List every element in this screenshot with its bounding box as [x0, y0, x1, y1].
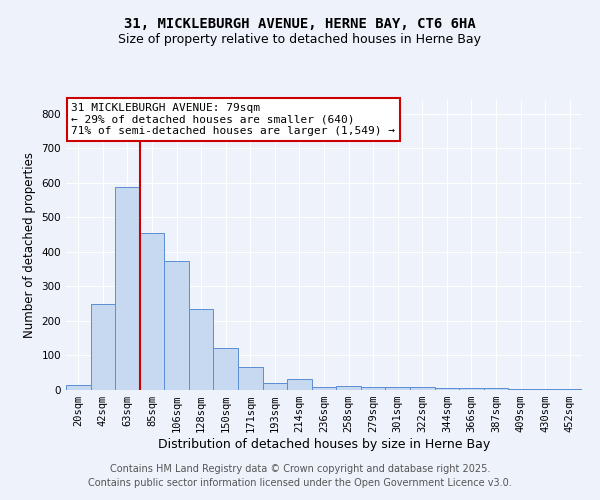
- Bar: [336, 386, 361, 390]
- Text: 31 MICKLEBURGH AVENUE: 79sqm
← 29% of detached houses are smaller (640)
71% of s: 31 MICKLEBURGH AVENUE: 79sqm ← 29% of de…: [71, 103, 395, 136]
- Bar: [66, 385, 91, 390]
- Bar: [214, 348, 238, 390]
- Bar: [484, 388, 508, 390]
- Bar: [189, 309, 214, 390]
- Bar: [115, 187, 140, 390]
- Bar: [410, 386, 434, 390]
- Text: Contains HM Land Registry data © Crown copyright and database right 2025.
Contai: Contains HM Land Registry data © Crown c…: [88, 464, 512, 487]
- Bar: [434, 388, 459, 390]
- Bar: [459, 388, 484, 390]
- Text: 31, MICKLEBURGH AVENUE, HERNE BAY, CT6 6HA: 31, MICKLEBURGH AVENUE, HERNE BAY, CT6 6…: [124, 18, 476, 32]
- Bar: [312, 386, 336, 390]
- Bar: [361, 386, 385, 390]
- Y-axis label: Number of detached properties: Number of detached properties: [23, 152, 36, 338]
- Bar: [164, 260, 189, 390]
- Bar: [263, 383, 287, 390]
- Bar: [91, 304, 115, 390]
- Text: Size of property relative to detached houses in Herne Bay: Size of property relative to detached ho…: [119, 32, 482, 46]
- Bar: [287, 379, 312, 390]
- Bar: [238, 366, 263, 390]
- Bar: [385, 386, 410, 390]
- Bar: [140, 233, 164, 390]
- X-axis label: Distribution of detached houses by size in Herne Bay: Distribution of detached houses by size …: [158, 438, 490, 451]
